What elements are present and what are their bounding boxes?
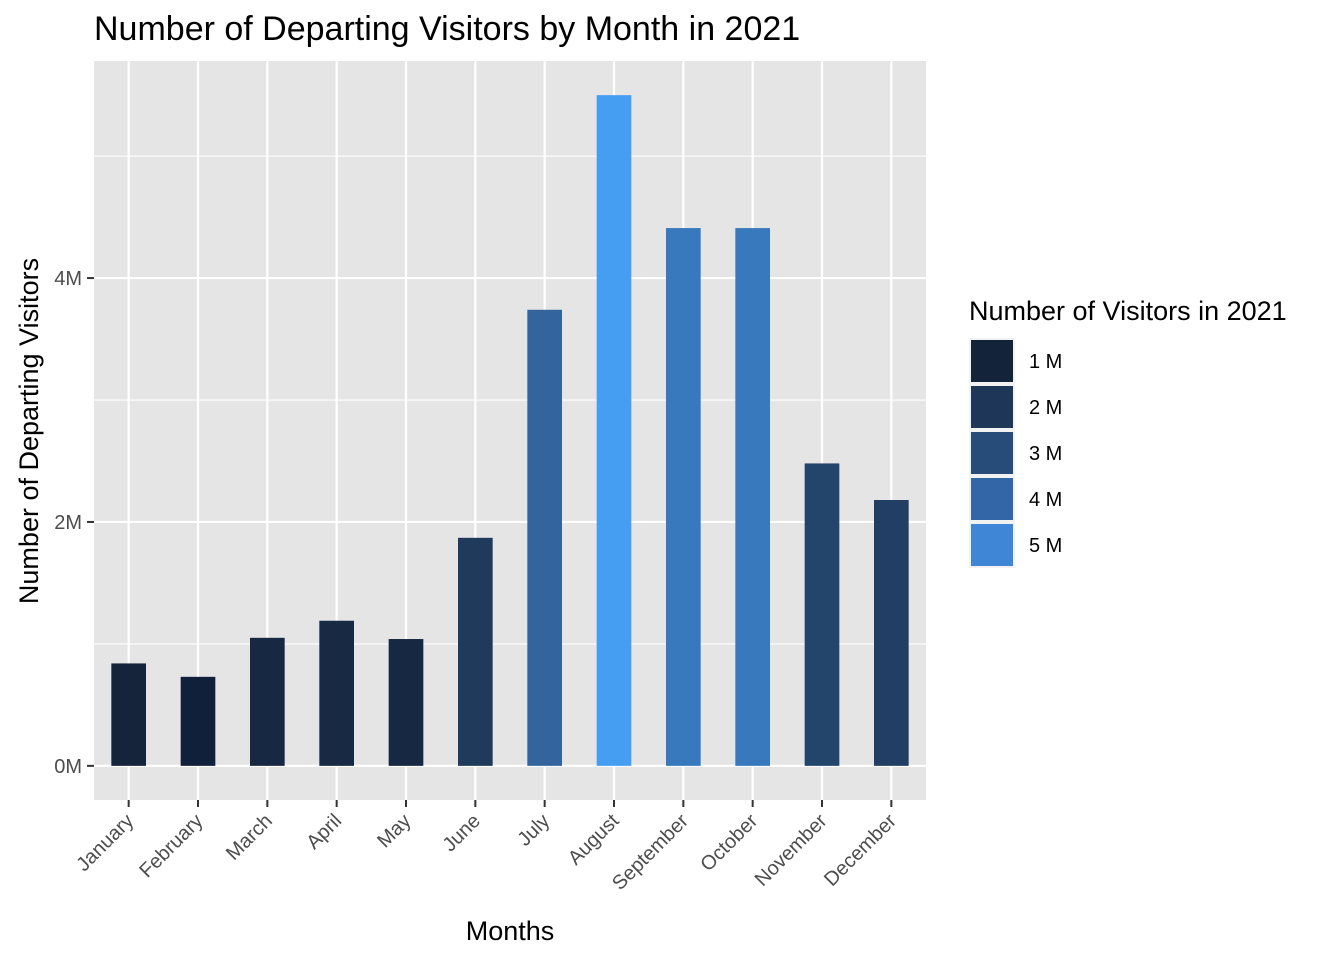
legend-swatch — [971, 386, 1013, 428]
x-tick-label: August — [564, 810, 624, 870]
bar-september — [666, 228, 701, 766]
x-tick-label: December — [820, 810, 901, 891]
legend-label: 4 M — [1029, 489, 1062, 511]
y-axis: 0M 2M 4M — [54, 268, 94, 778]
legend-label: 1 M — [1029, 351, 1062, 373]
legend: Number of Visitors in 2021 1 M 2 M 3 M 4 M 5… — [969, 296, 1287, 568]
bars — [111, 95, 909, 766]
legend-label: 5 M — [1029, 535, 1062, 557]
y-axis-title: Number of Departing Visitors — [14, 258, 44, 604]
legend-title: Number of Visitors in 2021 — [969, 296, 1287, 326]
legend-swatch — [971, 478, 1013, 520]
legend-items: 1 M 2 M 3 M 4 M 5 M — [969, 338, 1062, 568]
y-tick-label: 0M — [54, 756, 82, 778]
bar-march — [250, 637, 285, 766]
chart-title: Number of Departing Visitors by Month in… — [94, 10, 800, 48]
bar-july — [527, 309, 562, 766]
bar-february — [180, 676, 216, 766]
x-tick-label: June — [439, 810, 485, 856]
bar-october — [735, 228, 770, 766]
legend-swatch — [971, 432, 1013, 474]
x-tick-label: March — [222, 810, 277, 865]
bar-august — [596, 95, 632, 766]
x-tick-label: September — [608, 810, 693, 895]
x-tick-label: May — [373, 810, 415, 852]
bar-november — [804, 463, 840, 766]
y-tick-label: 4M — [54, 268, 82, 290]
bar-april — [319, 620, 354, 766]
x-tick-label: October — [696, 810, 762, 876]
x-tick-label: January — [72, 810, 138, 876]
bar-may — [388, 639, 424, 766]
x-axis-title: Months — [466, 916, 555, 946]
bar-december — [874, 500, 909, 766]
x-tick-label: April — [302, 810, 346, 854]
legend-label: 2 M — [1029, 397, 1062, 419]
x-tick-label: November — [751, 810, 832, 891]
plot-panel — [94, 61, 926, 800]
x-tick-label: July — [513, 810, 554, 851]
x-tick-label: February — [135, 810, 207, 882]
y-tick-label: 2M — [54, 512, 82, 534]
legend-label: 3 M — [1029, 443, 1062, 465]
legend-swatch — [971, 340, 1013, 382]
bar-january — [111, 663, 146, 766]
bar-june — [458, 537, 493, 766]
legend-swatch — [971, 524, 1013, 566]
